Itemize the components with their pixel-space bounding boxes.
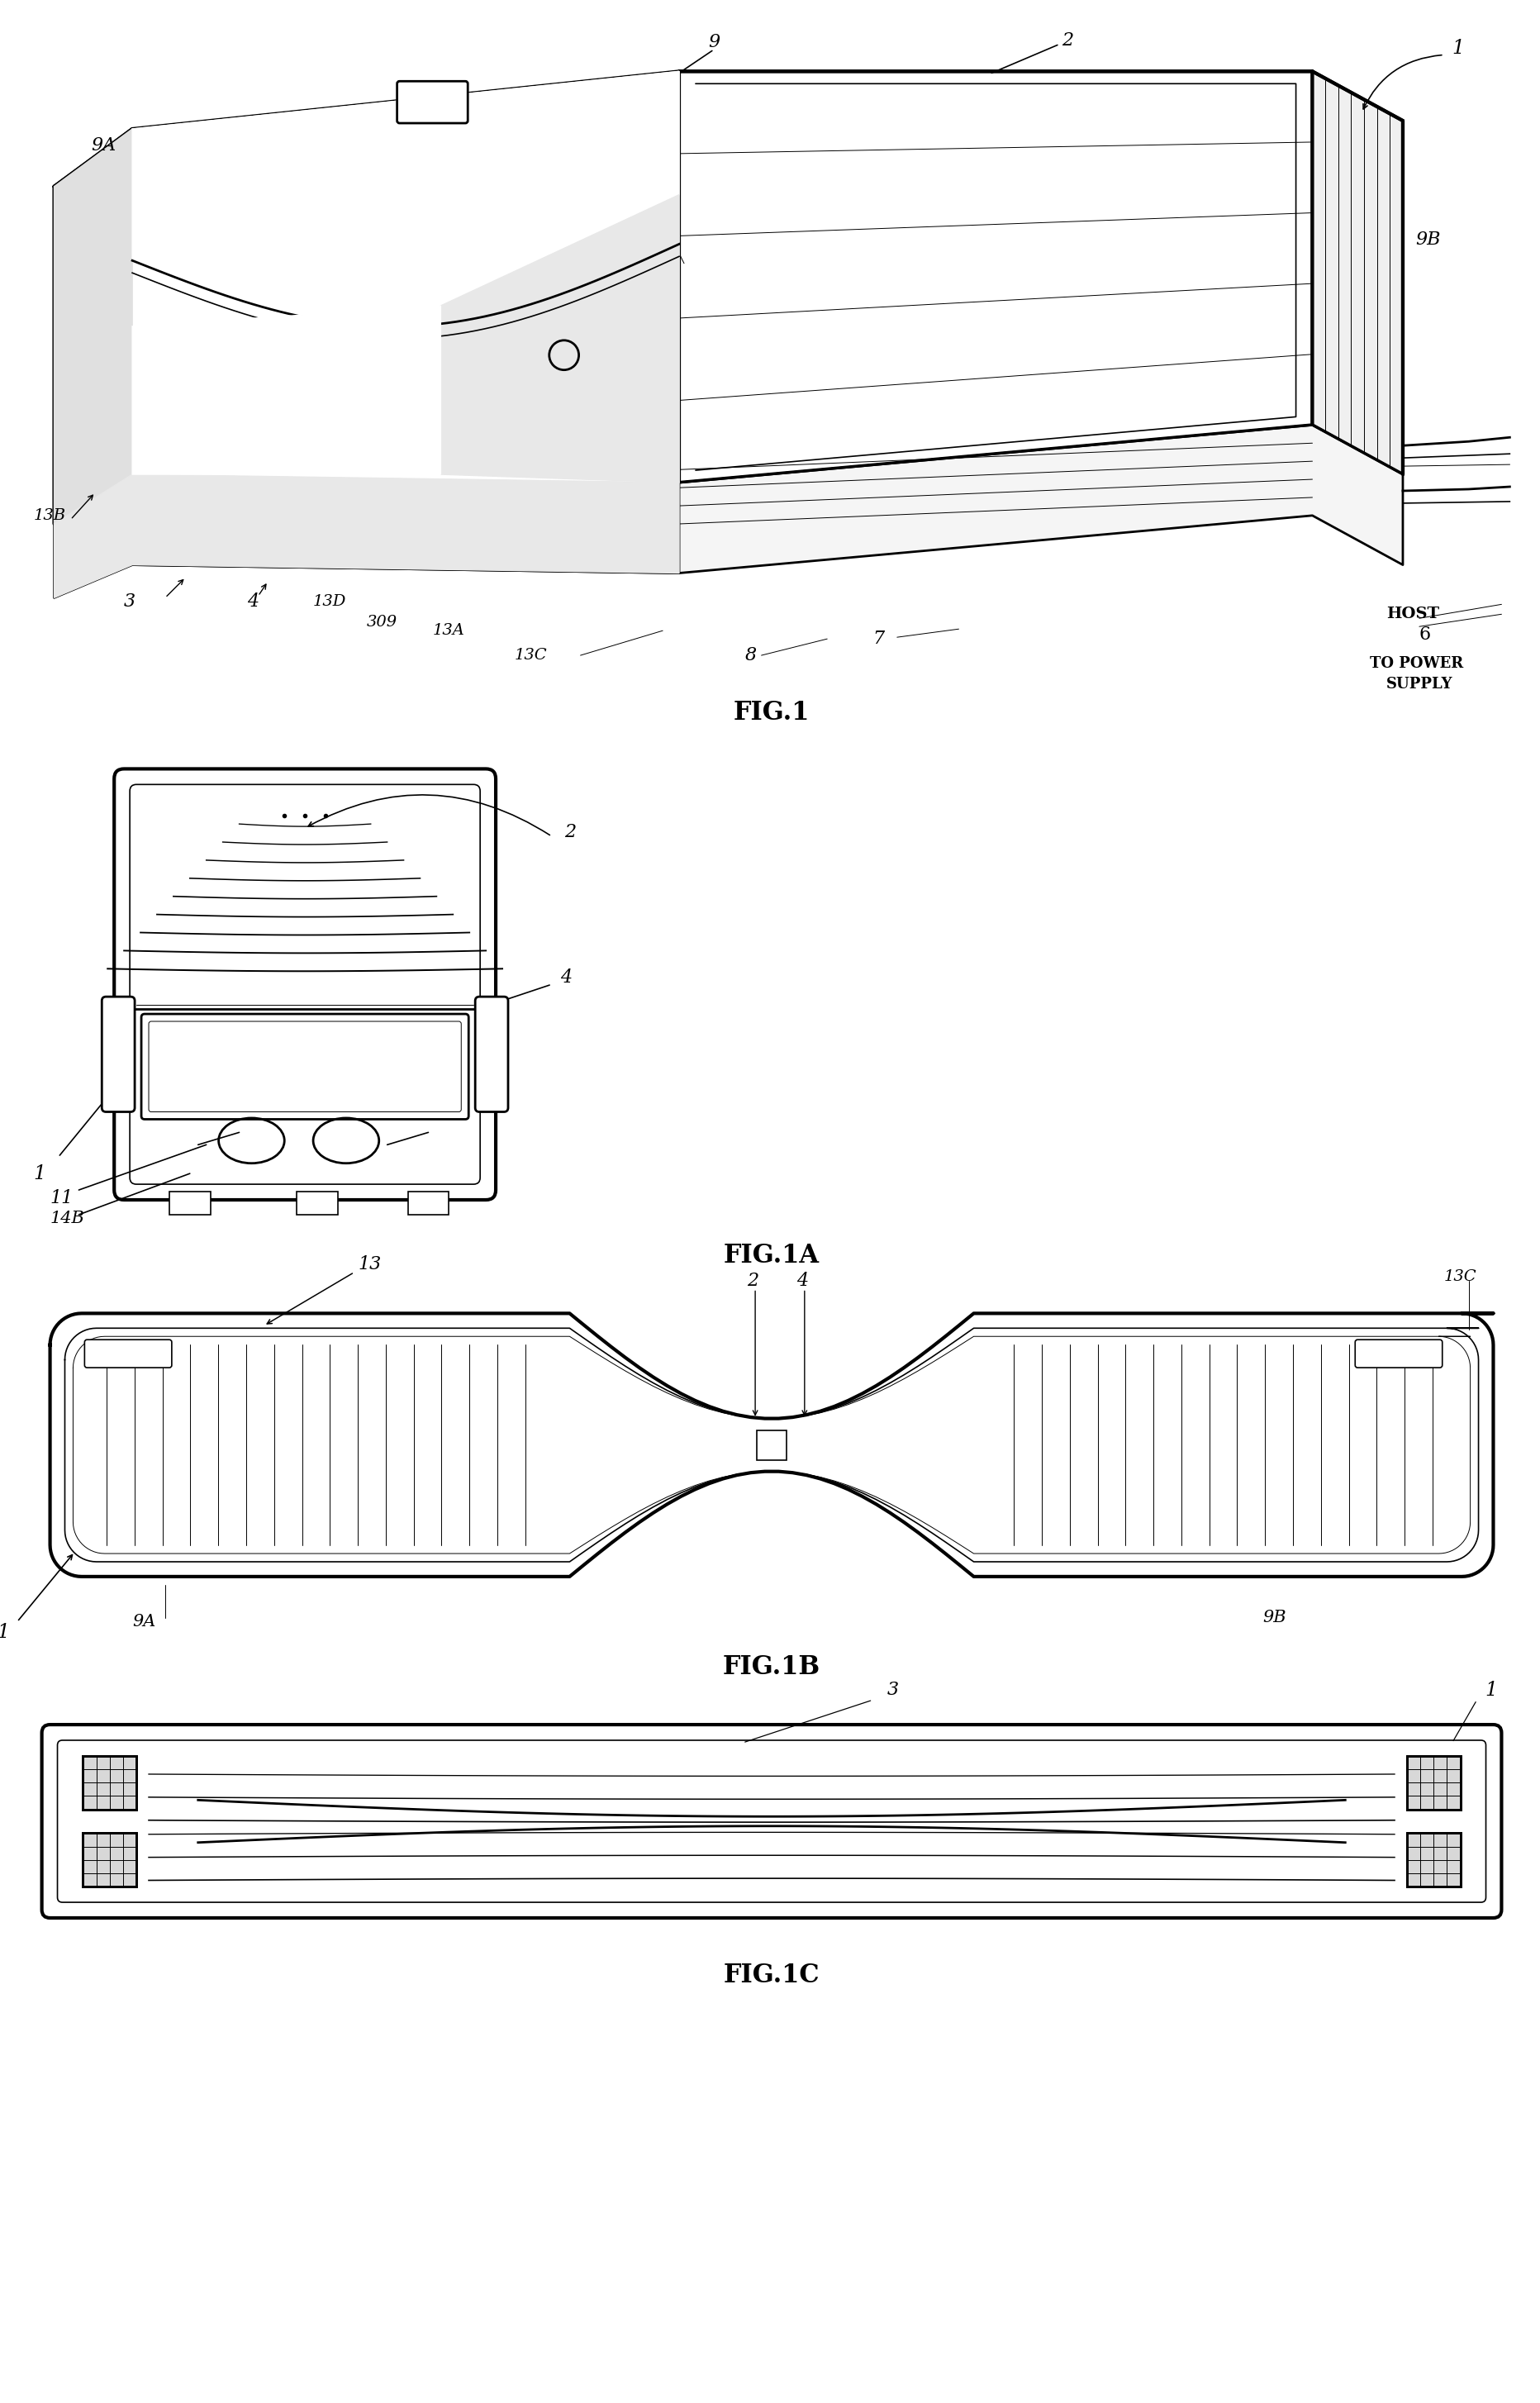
Text: 13: 13 <box>359 1254 382 1274</box>
Text: 1: 1 <box>1485 1680 1497 1699</box>
Text: 9B: 9B <box>1263 1610 1287 1624</box>
Text: 309: 309 <box>367 615 397 630</box>
Bar <box>1408 1757 1460 1809</box>
FancyBboxPatch shape <box>85 1341 172 1367</box>
Text: 4: 4 <box>248 594 259 610</box>
Polygon shape <box>54 130 132 524</box>
Bar <box>83 1757 137 1809</box>
Text: HOST: HOST <box>1386 608 1440 622</box>
Text: 13C: 13C <box>1445 1269 1477 1283</box>
Polygon shape <box>54 473 679 598</box>
Bar <box>1408 1833 1460 1886</box>
Text: 13B: 13B <box>34 507 66 524</box>
Bar <box>408 1192 448 1214</box>
Text: 14B: 14B <box>49 1211 85 1226</box>
Text: 13A: 13A <box>433 622 465 639</box>
Text: TO POWER: TO POWER <box>1371 656 1463 670</box>
Text: 1: 1 <box>0 1622 9 1641</box>
Bar <box>83 1833 137 1886</box>
FancyBboxPatch shape <box>476 997 508 1113</box>
Text: 1: 1 <box>34 1163 46 1182</box>
Text: 3: 3 <box>125 594 136 610</box>
FancyBboxPatch shape <box>142 1014 468 1120</box>
Polygon shape <box>679 72 1312 483</box>
Text: 6: 6 <box>1420 625 1431 644</box>
Polygon shape <box>132 425 1403 572</box>
Text: 9B: 9B <box>1415 231 1440 250</box>
Text: 2: 2 <box>747 1271 759 1290</box>
Text: 8: 8 <box>745 646 756 663</box>
Bar <box>1408 1757 1460 1809</box>
Text: SUPPLY: SUPPLY <box>1386 678 1452 692</box>
Bar <box>169 1192 211 1214</box>
Polygon shape <box>1312 72 1403 473</box>
Text: 9A: 9A <box>91 137 116 154</box>
Polygon shape <box>440 195 679 483</box>
Text: 1: 1 <box>1452 38 1465 58</box>
Text: 13D: 13D <box>313 594 347 610</box>
Text: 7: 7 <box>872 630 884 649</box>
Text: 13C: 13C <box>514 649 547 663</box>
FancyBboxPatch shape <box>102 997 134 1113</box>
FancyBboxPatch shape <box>114 769 496 1199</box>
Text: FIG.1C: FIG.1C <box>724 1963 819 1987</box>
Polygon shape <box>132 72 679 260</box>
FancyBboxPatch shape <box>42 1725 1502 1918</box>
Text: 4: 4 <box>561 968 571 988</box>
Bar <box>1408 1833 1460 1886</box>
Polygon shape <box>132 72 679 483</box>
Text: 11: 11 <box>49 1189 74 1206</box>
Text: FIG.1B: FIG.1B <box>722 1653 821 1680</box>
Polygon shape <box>49 1314 1494 1576</box>
FancyBboxPatch shape <box>397 82 468 123</box>
Bar <box>756 1430 787 1459</box>
Bar <box>83 1833 137 1886</box>
Text: 9: 9 <box>708 34 719 50</box>
Text: 2: 2 <box>1061 31 1073 48</box>
Text: 4: 4 <box>796 1271 809 1290</box>
Bar <box>297 1192 337 1214</box>
Polygon shape <box>132 305 440 473</box>
Text: 2: 2 <box>564 824 576 841</box>
Bar <box>83 1757 137 1809</box>
Text: FIG.1: FIG.1 <box>733 699 810 726</box>
Text: 3: 3 <box>887 1682 899 1699</box>
FancyBboxPatch shape <box>1355 1341 1443 1367</box>
Text: 9A: 9A <box>132 1615 156 1629</box>
Text: FIG.1A: FIG.1A <box>724 1242 819 1269</box>
